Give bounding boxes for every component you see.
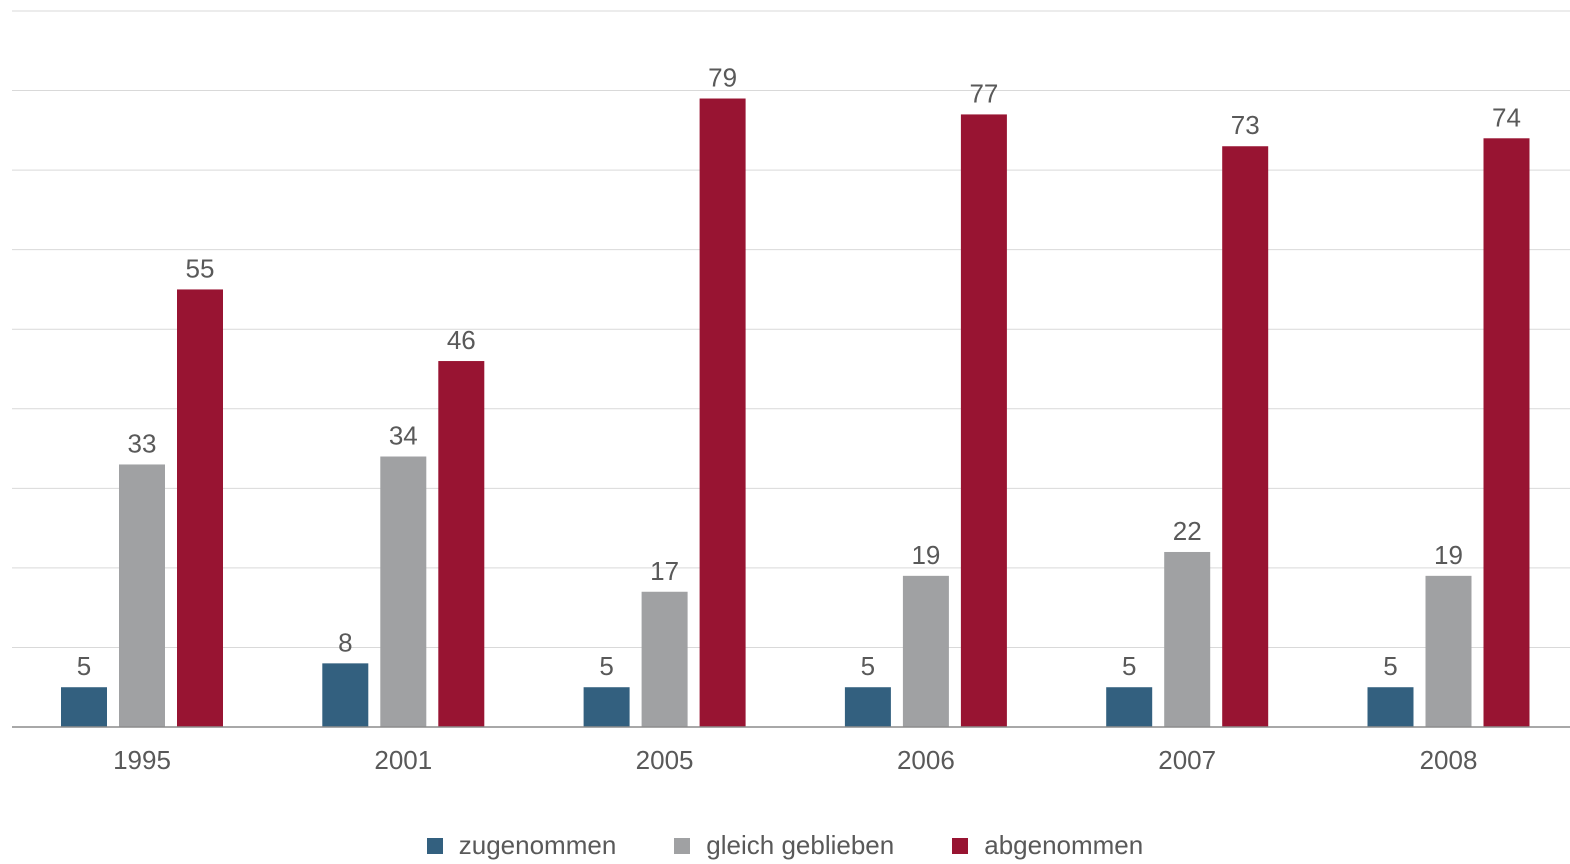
gridlines — [12, 10, 1570, 648]
value-label-2001-zugenommen: 8 — [338, 627, 352, 657]
data-labels: 5 33 55 8 34 46 5 17 79 5 19 77 5 22 73 5 19 74 — [77, 63, 1521, 682]
x-tick-label-2008: 2008 — [1420, 745, 1478, 775]
legend-label-abgenommen: abgenommen — [984, 830, 1144, 860]
value-label-2006-gleich-geblieben: 19 — [911, 540, 940, 570]
x-tick-labels: 1995 2001 2005 2006 2007 2008 — [113, 745, 1477, 775]
legend-item-gleich-geblieben: gleich geblieben — [674, 830, 894, 861]
bar-2001-abgenommen — [438, 361, 485, 727]
bar-2007-abgenommen — [1222, 146, 1269, 727]
bar-2007-gleich-geblieben — [1164, 551, 1211, 727]
bar-2001-gleich-geblieben — [380, 456, 427, 727]
bar-2005-gleich-geblieben — [641, 591, 688, 727]
x-tick-label-1995: 1995 — [113, 745, 171, 775]
bar-2006-abgenommen — [960, 114, 1007, 727]
bar-2006-gleich-geblieben — [902, 575, 949, 727]
value-label-2001-gleich-geblieben: 34 — [389, 421, 418, 451]
x-tick-label-2005: 2005 — [636, 745, 694, 775]
legend-swatch-zugenommen — [426, 837, 443, 854]
legend-swatch-gleich-geblieben — [674, 837, 691, 854]
value-label-2008-abgenommen: 74 — [1492, 102, 1521, 132]
legend-item-zugenommen: zugenommen — [426, 830, 617, 861]
value-label-1995-abgenommen: 55 — [186, 253, 215, 283]
value-label-2006-zugenommen: 5 — [861, 651, 875, 681]
bars — [61, 98, 1530, 728]
value-label-1995-gleich-geblieben: 33 — [128, 428, 157, 458]
value-label-2007-zugenommen: 5 — [1122, 651, 1136, 681]
x-tick-label-2006: 2006 — [897, 745, 955, 775]
value-label-2007-gleich-geblieben: 22 — [1173, 516, 1202, 546]
bar-1995-zugenommen — [61, 687, 107, 727]
value-label-2005-zugenommen: 5 — [599, 651, 613, 681]
bar-2008-gleich-geblieben — [1425, 575, 1472, 727]
value-label-2006-abgenommen: 77 — [969, 78, 998, 108]
bar-2005-zugenommen — [583, 687, 630, 727]
legend-label-gleich-geblieben: gleich geblieben — [706, 830, 895, 860]
legend-label-zugenommen: zugenommen — [458, 830, 617, 860]
value-label-2005-gleich-geblieben: 17 — [650, 556, 679, 586]
x-tick-label-2001: 2001 — [374, 745, 432, 775]
legend-swatch-abgenommen — [952, 837, 969, 854]
bar-2008-abgenommen — [1483, 138, 1530, 728]
value-label-1995-zugenommen: 5 — [77, 651, 91, 681]
value-label-2008-zugenommen: 5 — [1383, 651, 1397, 681]
bar-2006-zugenommen — [844, 687, 891, 727]
bar-2001-zugenommen — [322, 663, 369, 727]
value-label-2005-abgenommen: 79 — [708, 63, 737, 93]
value-label-2001-abgenommen: 46 — [447, 325, 476, 355]
bar-1995-abgenommen — [177, 289, 223, 727]
x-tick-label-2007: 2007 — [1158, 745, 1216, 775]
bar-2007-zugenommen — [1106, 687, 1153, 727]
legend-item-abgenommen: abgenommen — [952, 830, 1143, 861]
value-label-2007-abgenommen: 73 — [1231, 110, 1260, 140]
bar-2008-zugenommen — [1367, 687, 1414, 727]
bar-1995-gleich-geblieben — [119, 464, 165, 727]
value-label-2008-gleich-geblieben: 19 — [1434, 540, 1463, 570]
legend: zugenommen gleich geblieben abgenommen — [0, 830, 1570, 861]
bar-2005-abgenommen — [699, 98, 746, 727]
